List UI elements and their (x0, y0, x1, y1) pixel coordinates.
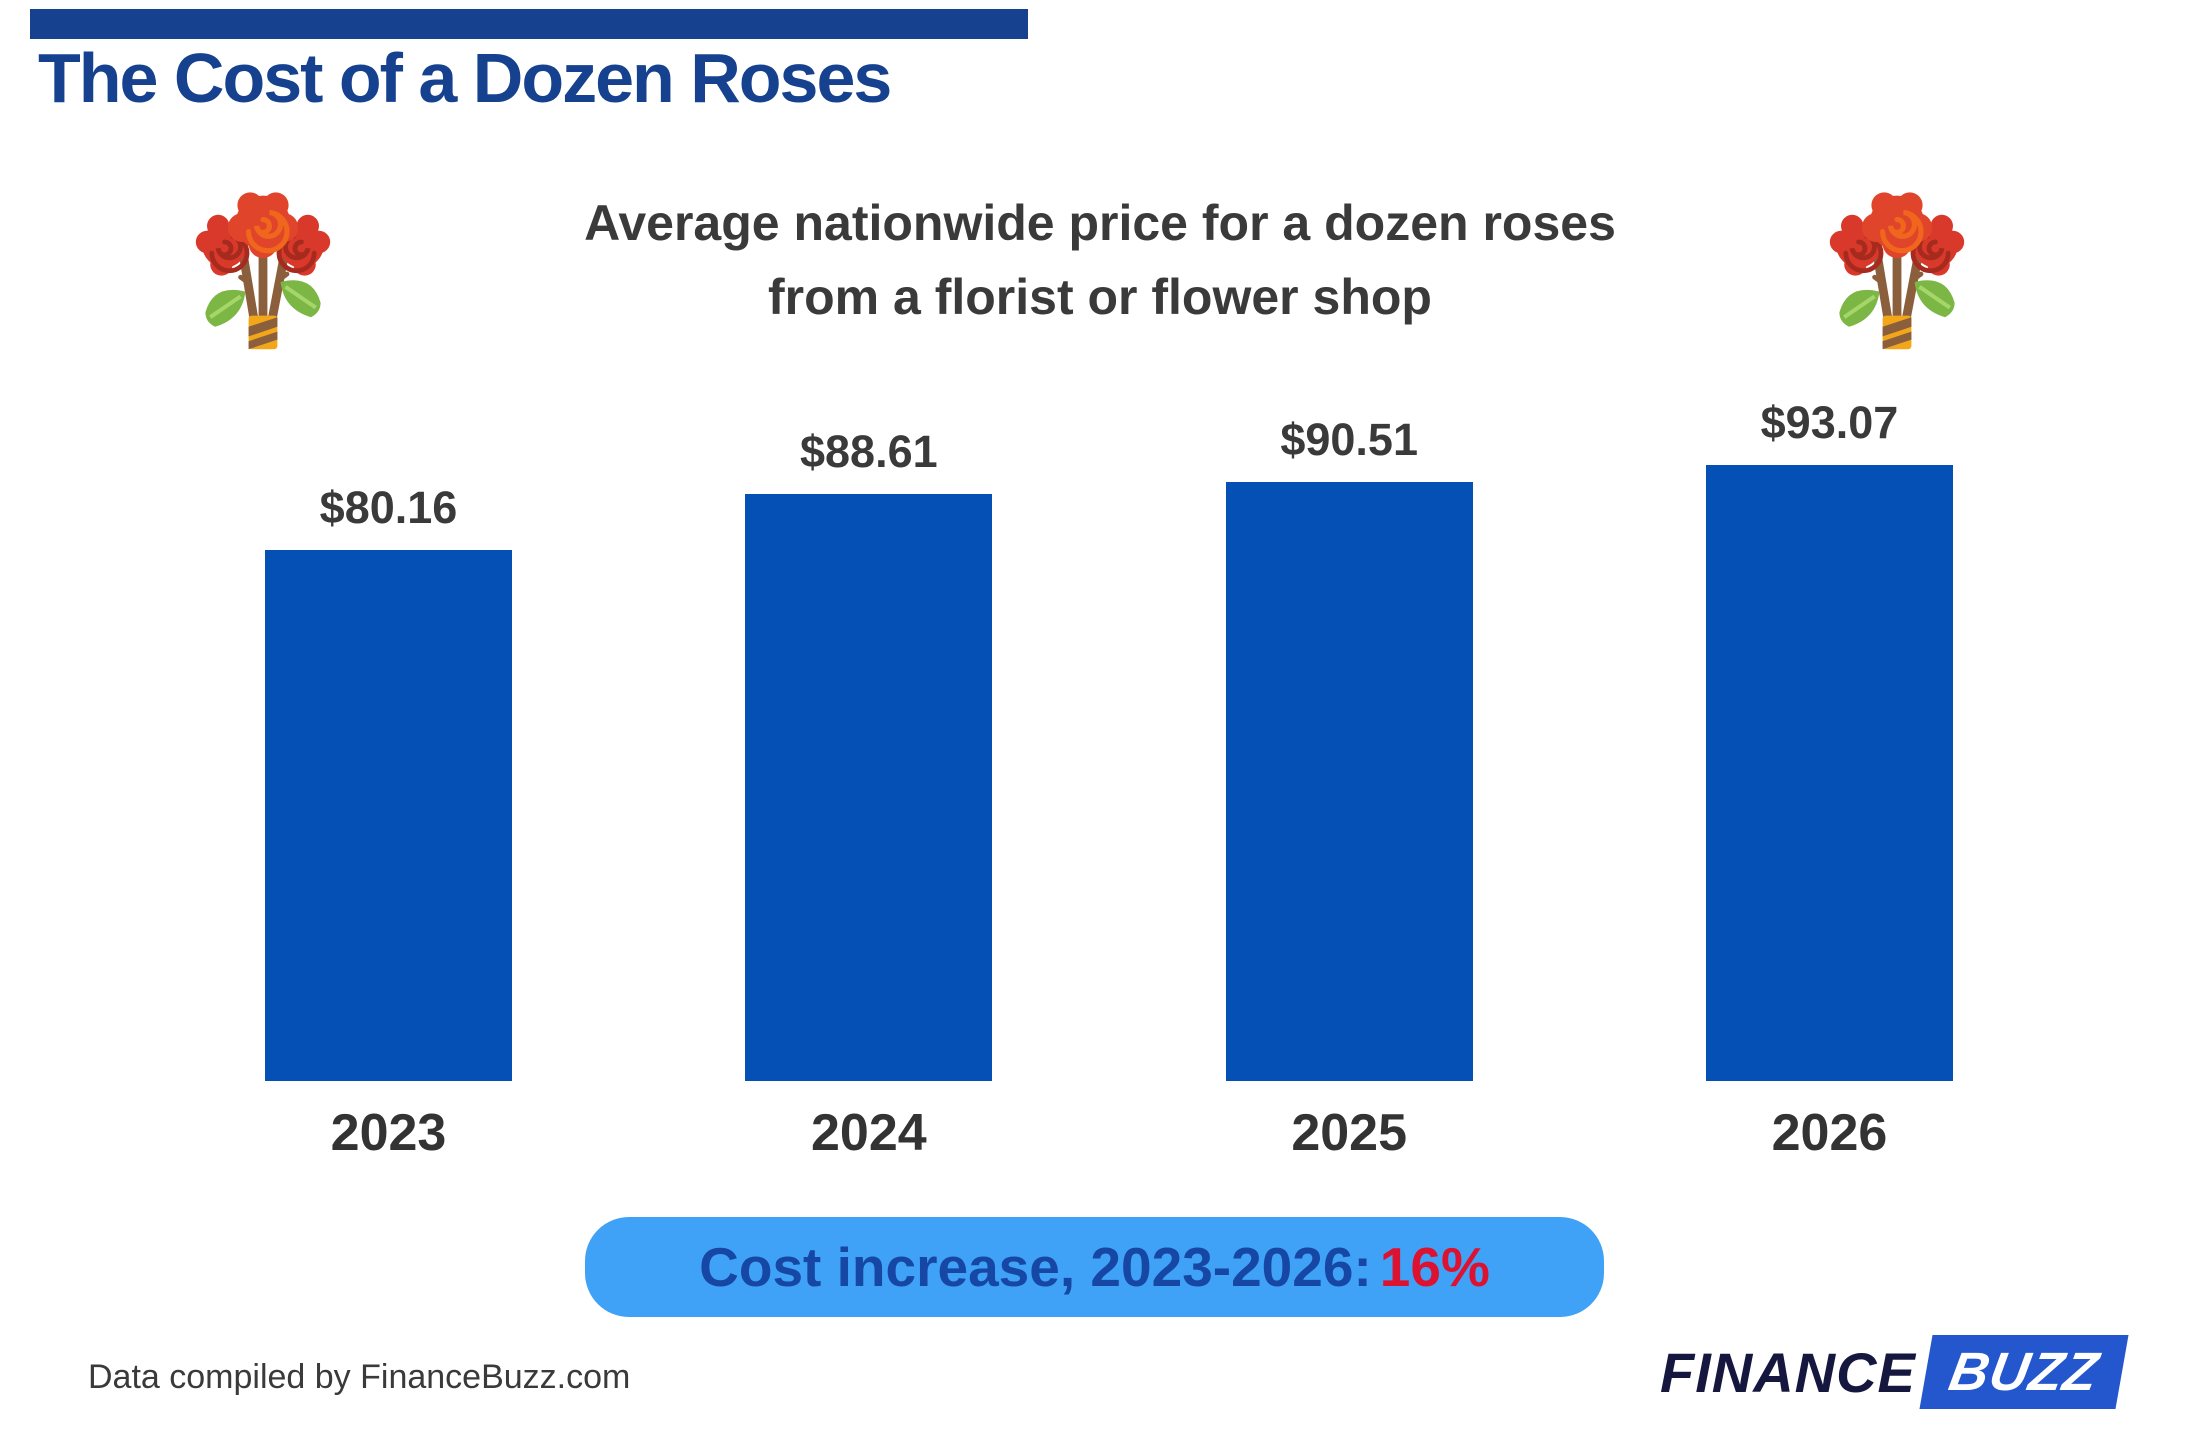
bar-year-label: 2024 (810, 1104, 927, 1162)
bar-year-label: 2023 (330, 1104, 447, 1162)
bar-group: $93.07 (1705, 397, 1953, 1081)
chart-subtitle-line2: from a florist or flower shop (768, 269, 1432, 325)
bar-group: $88.61 (745, 426, 993, 1081)
bar-value-label: $80.16 (319, 482, 458, 533)
chart-subtitle: Average nationwide price for a dozen ros… (300, 186, 1900, 334)
logo-buzz-text: BUZZ (1944, 1342, 2104, 1402)
chart-subtitle-line1: Average nationwide price for a dozen ros… (584, 195, 1616, 251)
bar-group: $90.51 (1225, 414, 1473, 1081)
rose-bouquet-icon (1829, 192, 1965, 350)
bar-year-label: 2025 (1291, 1104, 1407, 1162)
bar-group: $80.16 (265, 482, 512, 1081)
bar-value-label: $88.61 (800, 426, 938, 477)
callout-label: Cost increase, 2023-2026: (699, 1236, 1372, 1298)
x-axis-labels: 2023 2024 2025 2026 (265, 1103, 1953, 1163)
bar (1705, 465, 1953, 1081)
rose-bouquet-icon (195, 192, 331, 350)
cost-increase-callout: Cost increase, 2023-2026: 16% (585, 1217, 1604, 1317)
bar-chart: $80.16 $88.61 $90.51 $93.07 (265, 370, 1953, 1081)
bar-value-label: $93.07 (1760, 397, 1899, 448)
financebuzz-logo: FINANCE BUZZ (1660, 1333, 2129, 1411)
bar-year-label: 2026 (1771, 1104, 1888, 1162)
data-source-text: Data compiled by FinanceBuzz.com (88, 1358, 631, 1396)
logo-finance-text: FINANCE (1660, 1340, 1916, 1404)
callout-value: 16% (1379, 1236, 1490, 1298)
accent-bar (30, 9, 1028, 39)
logo-buzz-badge: BUZZ (1919, 1335, 2129, 1409)
page-title: The Cost of a Dozen Roses (38, 39, 892, 117)
bar-value-label: $90.51 (1280, 414, 1418, 465)
bar (745, 494, 993, 1081)
bar (265, 550, 512, 1081)
bar (1225, 482, 1473, 1081)
